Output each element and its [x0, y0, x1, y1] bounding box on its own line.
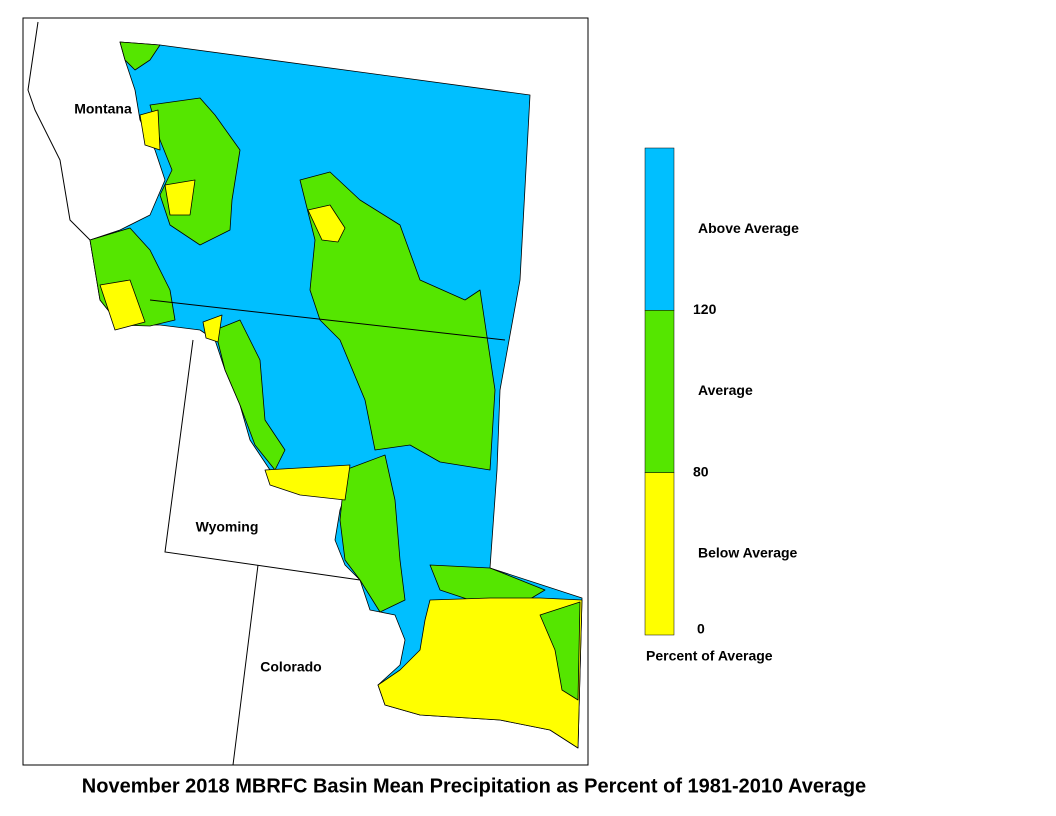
basin-region	[264, 464, 351, 501]
basin-region	[202, 314, 223, 343]
basin-region	[119, 41, 161, 71]
legend-caption: Percent of Average	[646, 648, 773, 664]
basin-region	[99, 279, 146, 331]
state-boundary	[164, 339, 361, 581]
basin-region	[307, 204, 346, 243]
legend-label: Above Average	[698, 220, 799, 236]
legend-label: Average	[698, 382, 753, 398]
legend-break-label: 120	[693, 301, 717, 317]
legend-label: Below Average	[698, 545, 798, 561]
state-boundary	[27, 21, 91, 241]
state-boundary	[232, 564, 259, 766]
map: Montana Wyoming Colorado	[22, 17, 589, 766]
basin-region	[299, 171, 496, 471]
legend-swatch	[644, 310, 675, 473]
basin-region	[139, 109, 161, 151]
state-label: Wyoming	[196, 519, 259, 535]
basin-region	[339, 454, 406, 613]
basin-region	[539, 601, 581, 701]
legend-swatch	[644, 472, 675, 636]
state-label: Montana	[74, 101, 132, 117]
legend-swatch	[644, 147, 675, 311]
state-label: Colorado	[260, 659, 321, 675]
basin-region	[377, 597, 583, 749]
legend-break-label: 80	[693, 463, 709, 479]
basin-region	[164, 179, 196, 216]
legend: Percent of Average Above Average Average B…	[644, 147, 799, 664]
basin-region	[214, 319, 286, 471]
page-title: November 2018 MBRFC Basin Mean Precipita…	[82, 775, 866, 797]
legend-break-label: 0	[697, 621, 705, 637]
state-boundary	[149, 299, 506, 341]
